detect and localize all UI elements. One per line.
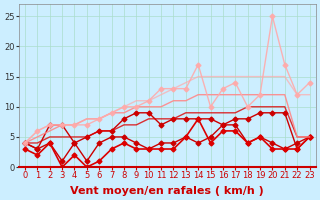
X-axis label: Vent moyen/en rafales ( km/h ): Vent moyen/en rafales ( km/h ) xyxy=(70,186,264,196)
